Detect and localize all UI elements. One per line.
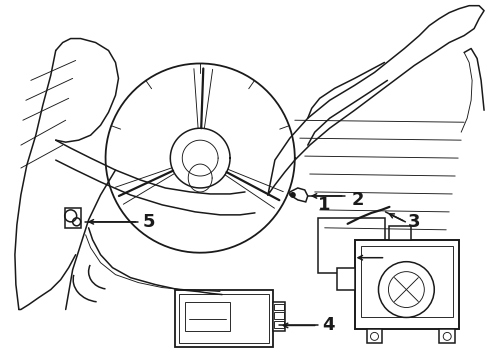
Bar: [274, 321, 284, 328]
Bar: [318, 218, 386, 273]
Bar: [185, 302, 230, 332]
Bar: [439, 329, 455, 343]
Bar: [367, 329, 383, 343]
Bar: [274, 303, 284, 310]
Text: 3: 3: [407, 213, 420, 231]
Circle shape: [290, 192, 296, 198]
Bar: [390, 226, 412, 240]
Text: 2: 2: [352, 191, 364, 209]
Bar: [274, 312, 284, 319]
Polygon shape: [290, 188, 308, 202]
Bar: [175, 289, 273, 347]
Text: 1: 1: [318, 196, 330, 214]
Text: 4: 4: [322, 316, 334, 334]
Bar: [361, 246, 453, 318]
Bar: [337, 268, 355, 289]
Text: 5: 5: [143, 213, 155, 231]
Bar: [179, 293, 269, 343]
Bar: [355, 240, 459, 329]
Bar: [65, 208, 81, 228]
Bar: [273, 302, 285, 332]
